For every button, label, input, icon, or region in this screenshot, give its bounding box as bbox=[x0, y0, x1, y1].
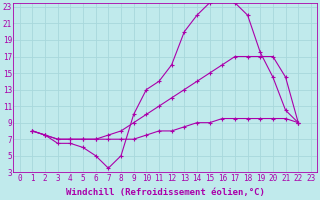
X-axis label: Windchill (Refroidissement éolien,°C): Windchill (Refroidissement éolien,°C) bbox=[66, 188, 265, 197]
